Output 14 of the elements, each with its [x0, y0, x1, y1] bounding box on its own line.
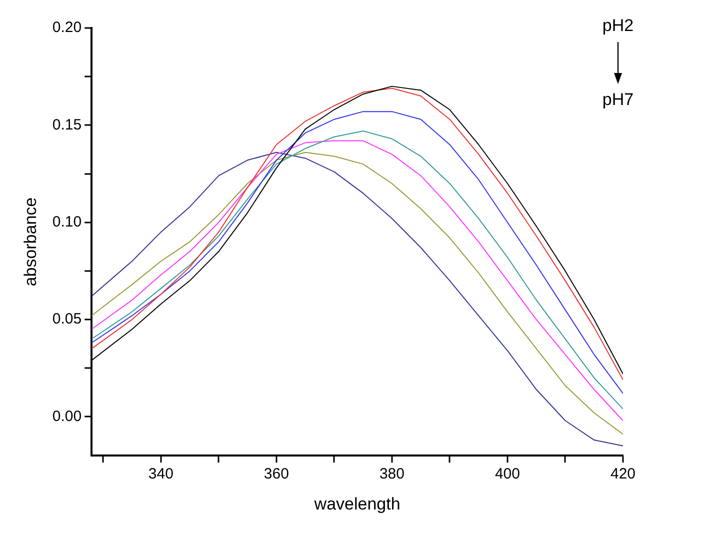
x-axis-title: wavelength	[313, 494, 400, 514]
x-tick-label: 420	[610, 466, 636, 483]
y-tick-label: 0.15	[52, 116, 82, 134]
x-tick-label: 400	[494, 466, 520, 483]
y-tick-label: 0.20	[52, 19, 82, 36]
annotation: pH7	[602, 90, 634, 110]
x-tick-label: 360	[264, 466, 289, 483]
y-tick-label: 0.00	[52, 408, 82, 425]
y-tick-label: 0.10	[52, 214, 82, 231]
y-axis-title: absorbance	[20, 197, 40, 286]
x-tick-label: 380	[379, 466, 404, 483]
y-tick-label: 0.05	[52, 310, 82, 328]
x-tick-label: 340	[148, 466, 174, 483]
annotation: pH2	[602, 16, 634, 36]
